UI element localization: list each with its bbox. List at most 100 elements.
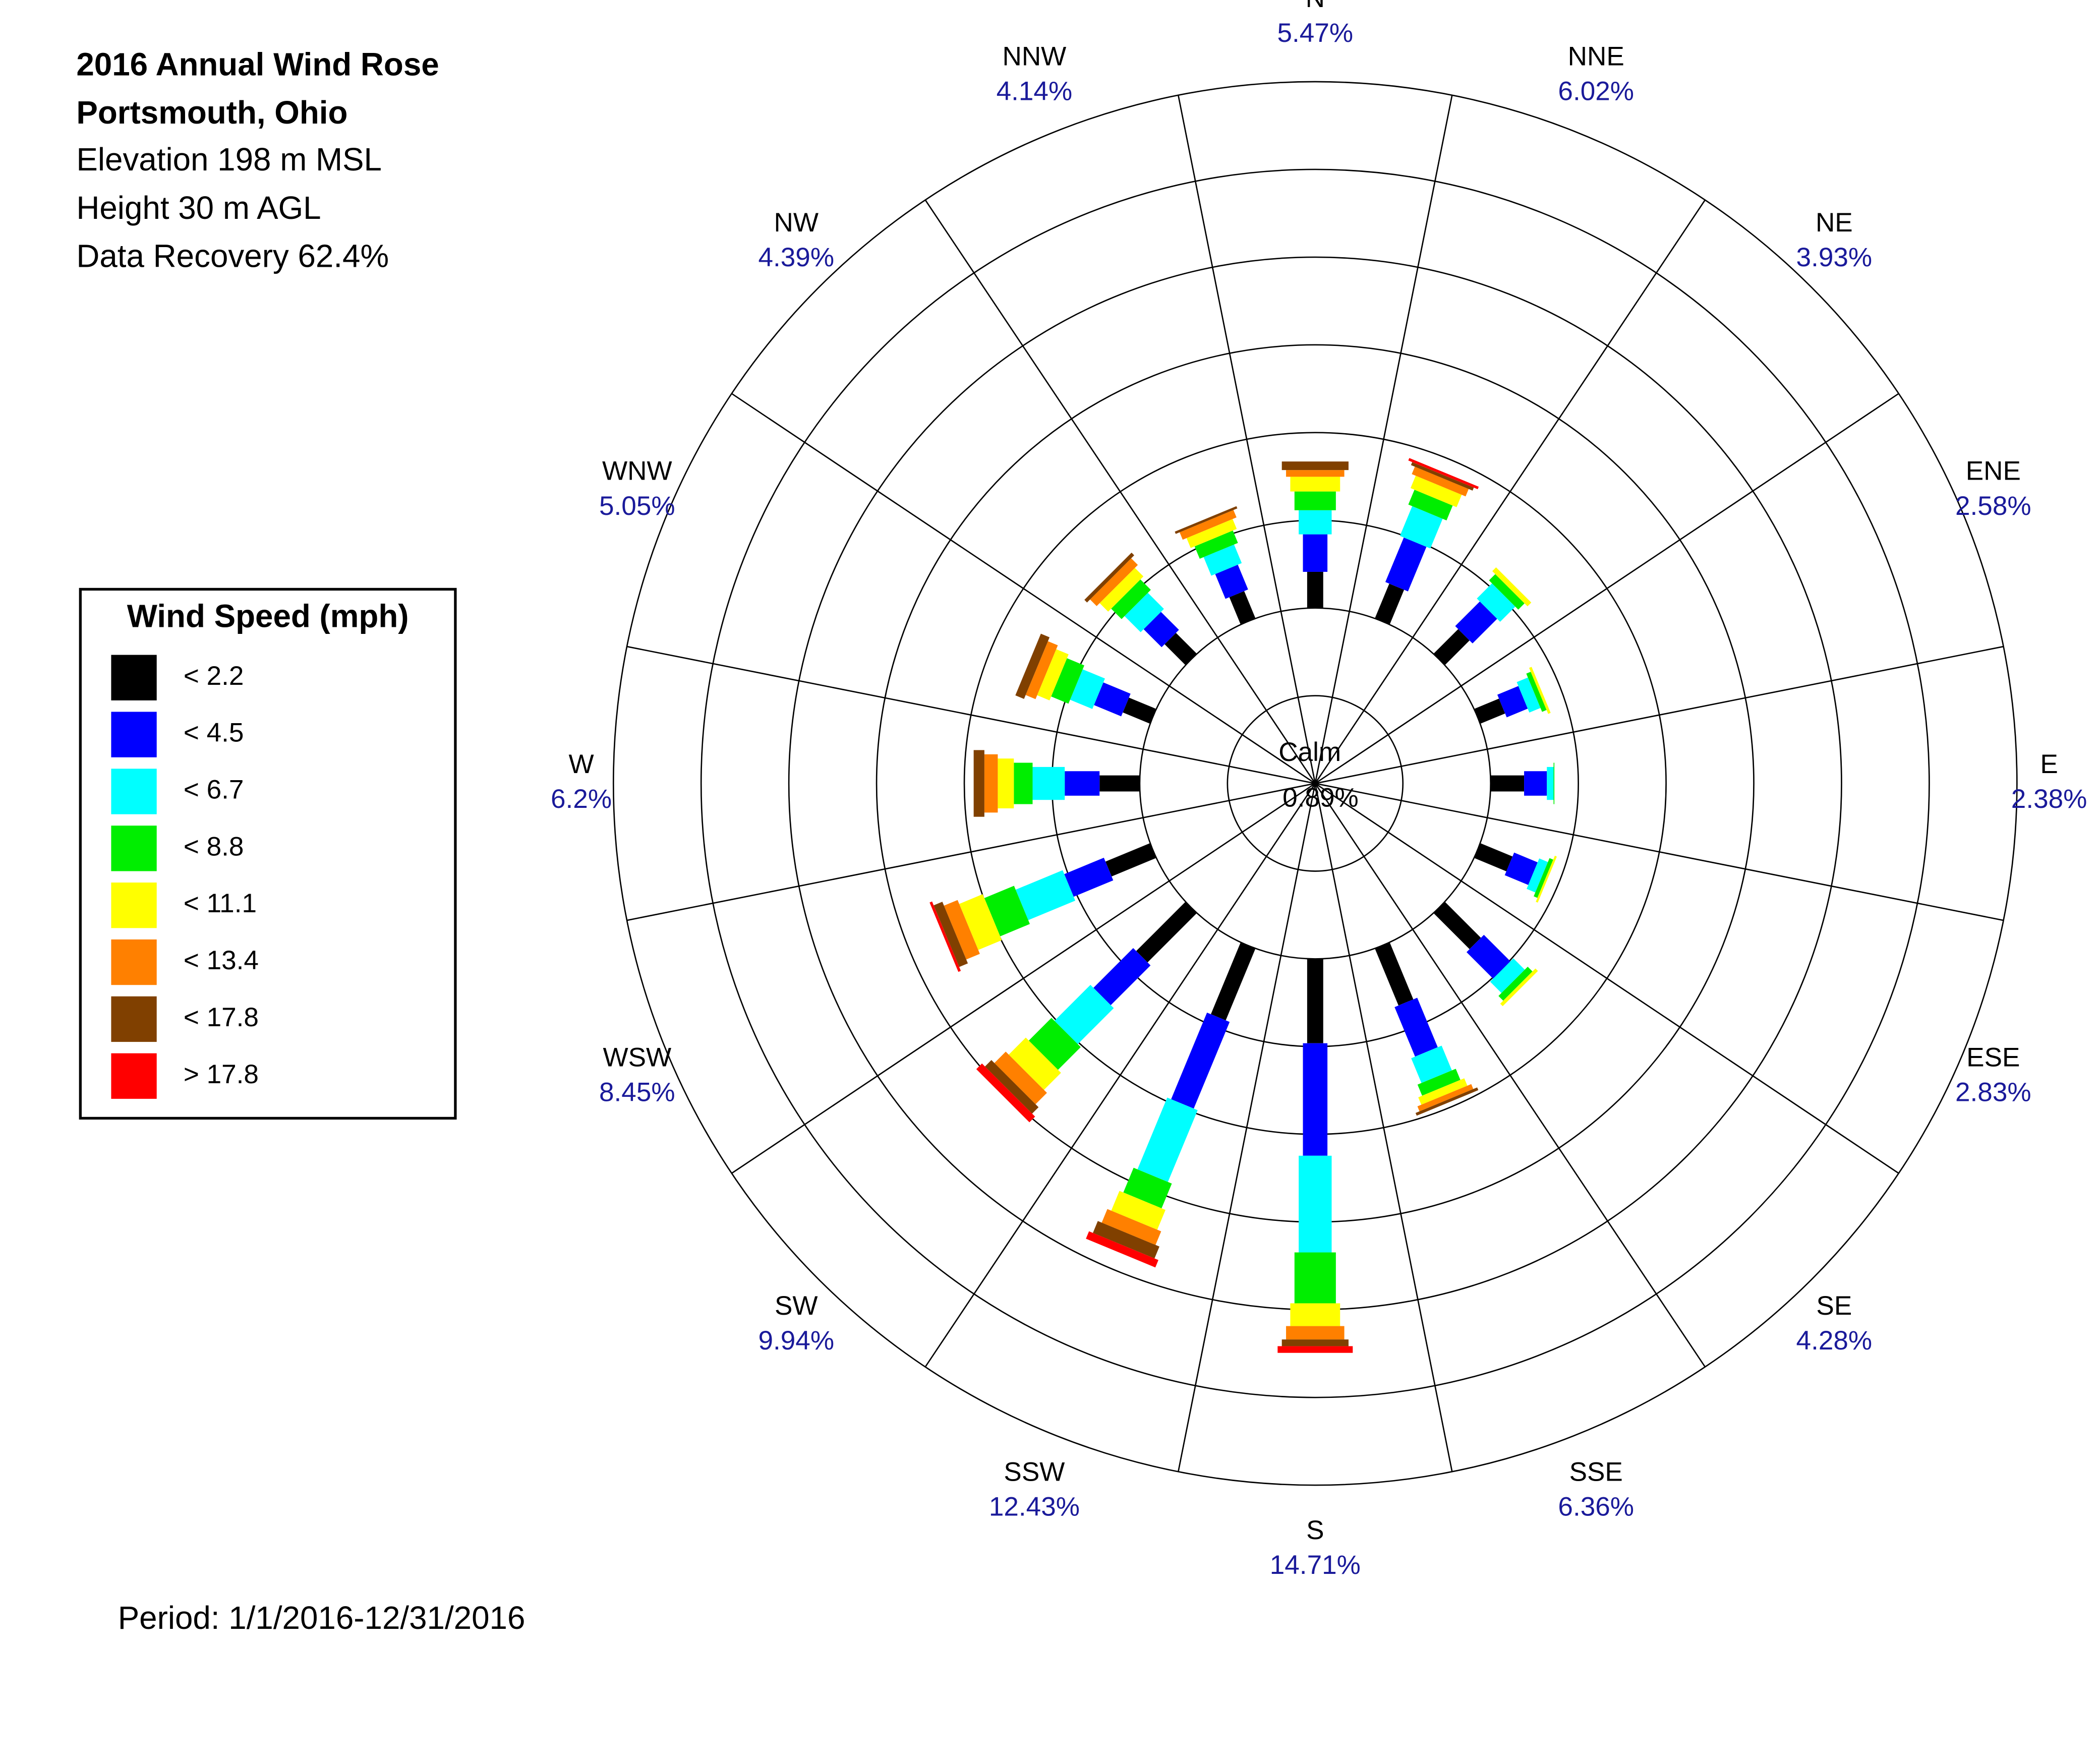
direction-label: NE: [1816, 208, 1853, 238]
direction-total: 14.71%: [1270, 1550, 1361, 1580]
direction-bar: [929, 843, 1156, 972]
bar-segment: [1290, 1303, 1340, 1326]
direction-bar: [1490, 762, 1555, 804]
bar-segment: [944, 900, 980, 960]
spoke: [731, 393, 1316, 784]
bar-segment: [1281, 1339, 1349, 1346]
bar-segment: [1307, 571, 1323, 608]
spoke: [1178, 783, 1316, 1472]
bar-segment: [1009, 1037, 1061, 1090]
bar-segment: [1064, 857, 1114, 897]
bar-segment: [1175, 506, 1238, 534]
bar-segment: [1526, 672, 1547, 712]
bar-segment: [1229, 591, 1256, 625]
bar-segment: [1500, 968, 1538, 1007]
legend-title: Wind Speed (mph): [127, 598, 409, 634]
bar-segment: [1410, 476, 1462, 507]
legend-swatch: [111, 883, 157, 928]
spoke: [1314, 783, 1453, 1472]
bar-segment: [1489, 574, 1525, 610]
bar-segment: [1516, 677, 1541, 713]
bar-segment: [1123, 697, 1156, 724]
legend-label: < 2.2: [184, 661, 244, 691]
bar-segment: [1099, 775, 1140, 792]
legend-label: < 17.8: [184, 1003, 259, 1032]
direction-total: 2.38%: [2011, 784, 2087, 814]
bar-segment: [994, 1051, 1047, 1104]
bar-segment: [1137, 1097, 1198, 1182]
legend-swatch: [111, 769, 157, 814]
legend-swatch: [111, 1053, 157, 1099]
bar-segment: [1411, 1045, 1452, 1083]
bar-segment: [1277, 1346, 1353, 1353]
direction-total: 8.45%: [599, 1077, 675, 1107]
caption: Period: 1/1/2016-12/31/2016: [118, 1600, 526, 1636]
bar-segment: [1375, 583, 1405, 625]
direction-total: 9.94%: [758, 1326, 834, 1356]
bar-segment: [1303, 534, 1328, 572]
bar-segment: [1086, 1231, 1158, 1268]
bar-segment: [1433, 629, 1470, 665]
direction-label: NNE: [1568, 42, 1624, 72]
spoke: [731, 783, 1316, 1174]
bar-segment: [1474, 843, 1513, 871]
bar-segment: [1524, 771, 1547, 796]
direction-bar: [1086, 942, 1256, 1268]
grid-ring: [700, 168, 1930, 1398]
bar-segment: [1411, 462, 1474, 491]
direction-bar: [1277, 959, 1353, 1353]
bar-segment: [1385, 537, 1427, 592]
spoke: [1314, 199, 1706, 784]
direction-label: NNW: [1002, 42, 1066, 72]
spoke: [924, 199, 1316, 784]
bar-segment: [1032, 767, 1065, 800]
bar-segment: [1101, 1209, 1161, 1245]
legend-label: < 6.7: [184, 775, 244, 805]
direction-label: SSE: [1569, 1457, 1623, 1487]
direction-label: WSW: [603, 1042, 671, 1072]
bar-segment: [1294, 491, 1336, 510]
direction-total: 6.02%: [1558, 77, 1634, 106]
bar-segment: [1477, 583, 1515, 622]
direction-bar: [1084, 552, 1197, 665]
bar-segment: [1433, 902, 1481, 950]
bar-segment: [1375, 942, 1414, 1006]
bar-segment: [1111, 1191, 1165, 1230]
note: Height 30 m AGL: [76, 190, 321, 226]
bar-segment: [1051, 658, 1084, 704]
direction-label: N: [1306, 0, 1325, 13]
direction-bar: [1375, 458, 1479, 625]
direction-bar: [1175, 506, 1256, 625]
bar-segment: [1123, 1167, 1172, 1209]
direction-label: E: [2040, 749, 2058, 779]
bar-segment: [1299, 1155, 1332, 1253]
bar-segment: [1307, 959, 1323, 1043]
bar-segment: [1143, 612, 1179, 648]
bar-segment: [1399, 506, 1443, 549]
spoke: [1315, 393, 1899, 784]
bar-segment: [1492, 567, 1532, 607]
legend-label: < 11.1: [184, 889, 257, 918]
note: Elevation 198 m MSL: [76, 141, 382, 178]
bar-segment: [1028, 1018, 1081, 1070]
direction-total: 6.36%: [1558, 1492, 1634, 1521]
bar-segment: [1124, 593, 1164, 632]
bar-segment: [1065, 771, 1100, 796]
direction-bar: [1015, 633, 1156, 724]
legend-swatch: [111, 826, 157, 871]
direction-total: 4.39%: [758, 243, 834, 272]
direction-bar: [1433, 902, 1538, 1007]
bar-segment: [1299, 510, 1332, 535]
bar-segment: [1294, 1252, 1336, 1304]
bar-segment: [985, 1060, 1039, 1114]
bar-segment: [1466, 934, 1510, 979]
chart-subtitle: Portsmouth, Ohio: [76, 94, 347, 131]
legend-label: < 8.8: [184, 832, 244, 861]
bar-segment: [984, 754, 998, 813]
bar-segment: [1025, 641, 1058, 699]
direction-total: 3.93%: [1796, 243, 1873, 272]
bar-segment: [1418, 1078, 1468, 1105]
outer-ring: [612, 81, 2018, 1486]
